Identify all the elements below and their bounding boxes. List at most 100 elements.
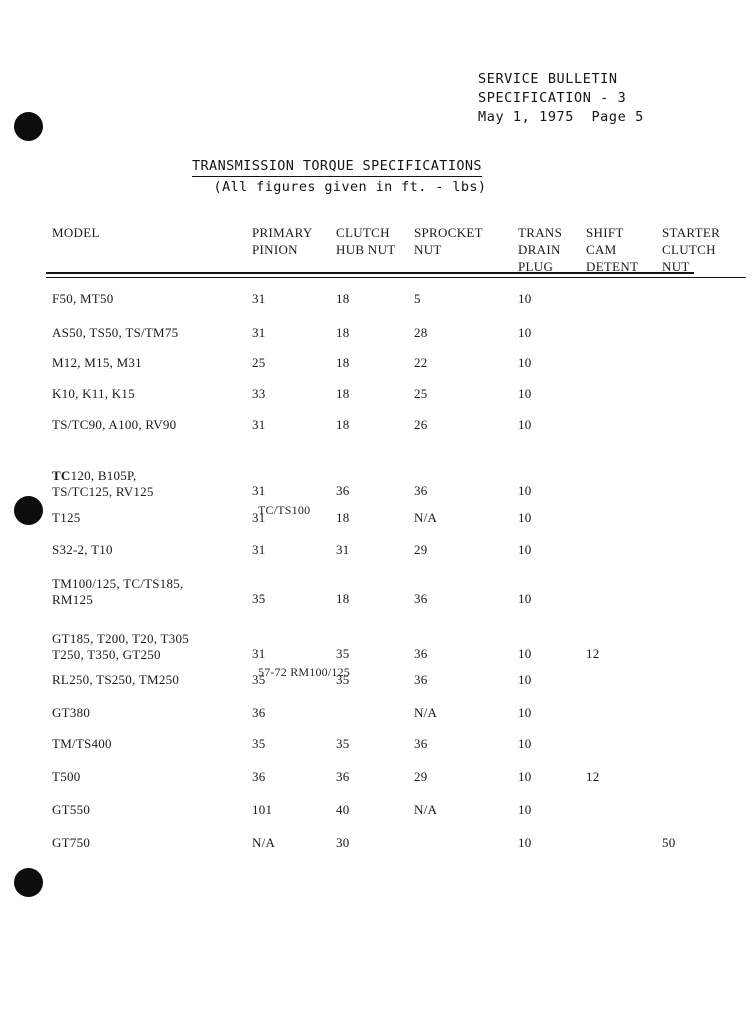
model-overtype-prefix: TC	[52, 468, 71, 483]
cell-shift: 12	[586, 646, 600, 661]
cell-sprocket: 28	[414, 325, 428, 340]
cell-model: K10, K11, K15	[52, 386, 135, 401]
cell-clutch: 35	[336, 646, 350, 661]
page-title: TRANSMISSION TORQUE SPECIFICATIONS	[192, 158, 482, 177]
cell-model: GT550	[52, 802, 91, 817]
cell-sprocket: 5	[414, 291, 421, 306]
cell-trans: 10	[518, 325, 532, 340]
cell-trans: 10	[518, 705, 532, 720]
header-rule-lower	[46, 277, 746, 279]
cell-model: TM100/125, TC/TS185, RM125	[52, 576, 184, 607]
cell-clutch: 18	[336, 510, 350, 525]
header-rule-upper	[46, 272, 694, 274]
cell-primary: 31	[252, 542, 266, 557]
cell-primary: 35	[252, 672, 266, 687]
cell-clutch: 18	[336, 591, 350, 606]
cell-trans: 10	[518, 835, 532, 850]
cell-primary: 31	[252, 510, 266, 525]
cell-sprocket: 29	[414, 542, 428, 557]
cell-sprocket: 29	[414, 769, 428, 784]
tc-ts100-annotation: TC/TS100	[258, 503, 311, 517]
cell-clutch: 31	[336, 542, 350, 557]
cell-clutch: 18	[336, 291, 350, 306]
cell-shift: 12	[586, 769, 600, 784]
cell-primary: 101	[252, 802, 273, 817]
cell-clutch: 30	[336, 835, 350, 850]
cell-clutch: 35	[336, 736, 350, 751]
cell-sprocket: 22	[414, 355, 428, 370]
rm100-125-annotation: 57-72 RM100/125	[258, 665, 351, 679]
cell-trans: 10	[518, 646, 532, 661]
hole-punch-mark	[14, 496, 43, 525]
cell-model: TM/TS400	[52, 736, 112, 751]
cell-sprocket: 36	[414, 483, 428, 498]
cell-clutch: 36	[336, 483, 350, 498]
cell-sprocket: N/A	[414, 705, 438, 720]
title-block: TRANSMISSION TORQUE SPECIFICATIONS (All …	[192, 155, 512, 196]
cell-trans: 10	[518, 769, 532, 784]
column-header-trans-drain-plug: TRANS DRAIN PLUG	[518, 225, 563, 274]
cell-clutch: 18	[336, 325, 350, 340]
column-header-clutch-hub-nut: CLUTCH HUB NUT	[336, 225, 396, 257]
cell-primary: N/A	[252, 835, 276, 850]
cell-model: T125	[52, 510, 81, 525]
cell-clutch: 35	[336, 672, 350, 687]
cell-model: RL250, TS250, TM250	[52, 672, 180, 687]
cell-primary: 31	[252, 291, 266, 306]
page-subtitle: (All figures given in ft. - lbs)	[213, 179, 487, 195]
cell-clutch: 18	[336, 386, 350, 401]
column-header-sprocket-nut: SPROCKET NUT	[414, 225, 483, 257]
cell-clutch: 36	[336, 769, 350, 784]
cell-model: S32-2, T10	[52, 542, 113, 557]
cell-sprocket: 36	[414, 672, 428, 687]
cell-primary: 31	[252, 483, 266, 498]
cell-primary: 31	[252, 646, 266, 661]
cell-model: F50, MT50	[52, 291, 114, 306]
cell-trans: 10	[518, 672, 532, 687]
cell-primary: 25	[252, 355, 266, 370]
cell-primary: 33	[252, 386, 266, 401]
cell-model: GT185, T200, T20, T305 T250, T350, GT250	[52, 631, 189, 662]
cell-trans: 10	[518, 355, 532, 370]
cell-trans: 10	[518, 291, 532, 306]
cell-model: AS50, TS50, TS/TM75	[52, 325, 179, 340]
cell-primary: 35	[252, 736, 266, 751]
cell-trans: 10	[518, 417, 532, 432]
cell-sprocket: N/A	[414, 510, 438, 525]
cell-primary: 31	[252, 325, 266, 340]
torque-specifications-table: MODEL PRIMARY PINION CLUTCH HUB NUT SPRO…	[0, 224, 752, 850]
hole-punch-mark	[14, 112, 43, 141]
cell-sprocket: 26	[414, 417, 428, 432]
cell-sprocket: N/A	[414, 802, 438, 817]
cell-trans: 10	[518, 591, 532, 606]
cell-sprocket: 25	[414, 386, 428, 401]
cell-trans: 10	[518, 802, 532, 817]
column-header-shift-cam-detent: SHIFT CAM DETENT	[586, 225, 639, 274]
service-bulletin-header: SERVICE BULLETIN SPECIFICATION - 3 May 1…	[478, 71, 644, 125]
cell-sprocket: 36	[414, 591, 428, 606]
cell-sprocket: 36	[414, 736, 428, 751]
cell-trans: 10	[518, 736, 532, 751]
cell-clutch: 40	[336, 802, 350, 817]
cell-clutch: 18	[336, 417, 350, 432]
cell-model: T500	[52, 769, 81, 784]
cell-model: GT750	[52, 835, 91, 850]
cell-trans: 10	[518, 386, 532, 401]
cell-sprocket: 36	[414, 646, 428, 661]
cell-primary: 36	[252, 769, 266, 784]
cell-trans: 10	[518, 542, 532, 557]
cell-trans: 10	[518, 510, 532, 525]
cell-model: M12, M15, M31	[52, 355, 142, 370]
cell-model: TS/TC90, A100, RV90	[52, 417, 177, 432]
hole-punch-mark	[14, 868, 43, 897]
cell-trans: 10	[518, 483, 532, 498]
cell-primary: 35	[252, 591, 266, 606]
column-header-starter-clutch-nut: STARTER CLUTCH NUT	[662, 225, 721, 274]
table-header-row: MODEL PRIMARY PINION CLUTCH HUB NUT SPRO…	[0, 224, 752, 286]
column-header-model: MODEL	[52, 225, 100, 240]
cell-primary: 36	[252, 705, 266, 720]
cell-model: GT380	[52, 705, 91, 720]
column-header-primary-pinion: PRIMARY PINION	[252, 225, 313, 257]
cell-starter: 50	[662, 835, 676, 850]
